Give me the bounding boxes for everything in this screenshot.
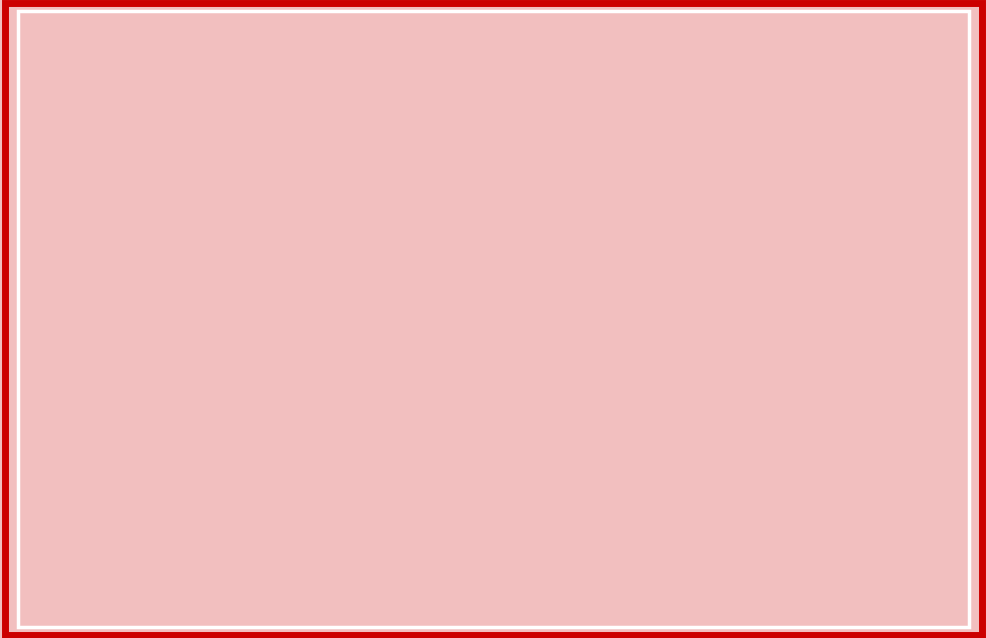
Bar	[152, 365, 155, 517]
Bar	[214, 330, 217, 373]
Bar	[459, 385, 497, 517]
Bar	[398, 333, 435, 362]
Bar	[522, 304, 525, 517]
Bar	[459, 359, 462, 385]
Bar	[767, 365, 805, 517]
Bar	[459, 385, 462, 517]
Bar	[645, 234, 681, 278]
Bar	[459, 359, 497, 385]
Legend: Ügyfélszolgálathoz érkező megkeresések összesen, Kérelmek összesen: Ügyfélszolgálathoz érkező megkeresések ö…	[244, 573, 782, 597]
Bar	[522, 304, 558, 517]
Bar	[152, 316, 189, 365]
Bar	[829, 369, 832, 517]
Bar	[522, 244, 525, 304]
Bar	[706, 308, 742, 336]
Bar	[890, 295, 893, 333]
Bar	[152, 316, 155, 365]
Bar	[890, 333, 893, 517]
Bar	[583, 200, 620, 248]
Bar	[275, 334, 313, 368]
Bar	[645, 234, 648, 278]
Bar	[337, 322, 374, 354]
Bar	[583, 248, 620, 517]
Bar	[583, 248, 586, 517]
Bar	[152, 365, 189, 517]
Bar	[767, 365, 770, 517]
Bar	[890, 295, 928, 333]
Bar	[214, 330, 250, 373]
Bar	[522, 244, 558, 304]
Bar	[214, 373, 217, 517]
Bar	[337, 322, 340, 354]
Bar	[645, 278, 648, 517]
Bar	[829, 344, 866, 369]
Bar	[398, 333, 401, 362]
Bar	[767, 338, 805, 365]
Bar	[337, 354, 340, 517]
Bar	[706, 336, 742, 517]
Bar	[645, 278, 681, 517]
Bar	[214, 373, 250, 517]
Bar	[398, 362, 435, 517]
Bar	[275, 368, 278, 517]
Bar	[275, 368, 313, 517]
Bar	[275, 334, 278, 368]
Bar	[706, 336, 709, 517]
Bar	[337, 354, 374, 517]
Bar	[583, 200, 586, 248]
Bar	[767, 338, 770, 365]
Bar	[890, 333, 928, 517]
Bar	[398, 362, 401, 517]
Bar	[829, 344, 832, 369]
Bar	[706, 308, 709, 336]
Text: A Felügyelethez érkezett kérelmek és ügyfélszolgálati
megkeresések alakulása (db: A Felügyelethez érkezett kérelmek és ügy…	[225, 44, 820, 90]
Bar	[829, 369, 866, 517]
